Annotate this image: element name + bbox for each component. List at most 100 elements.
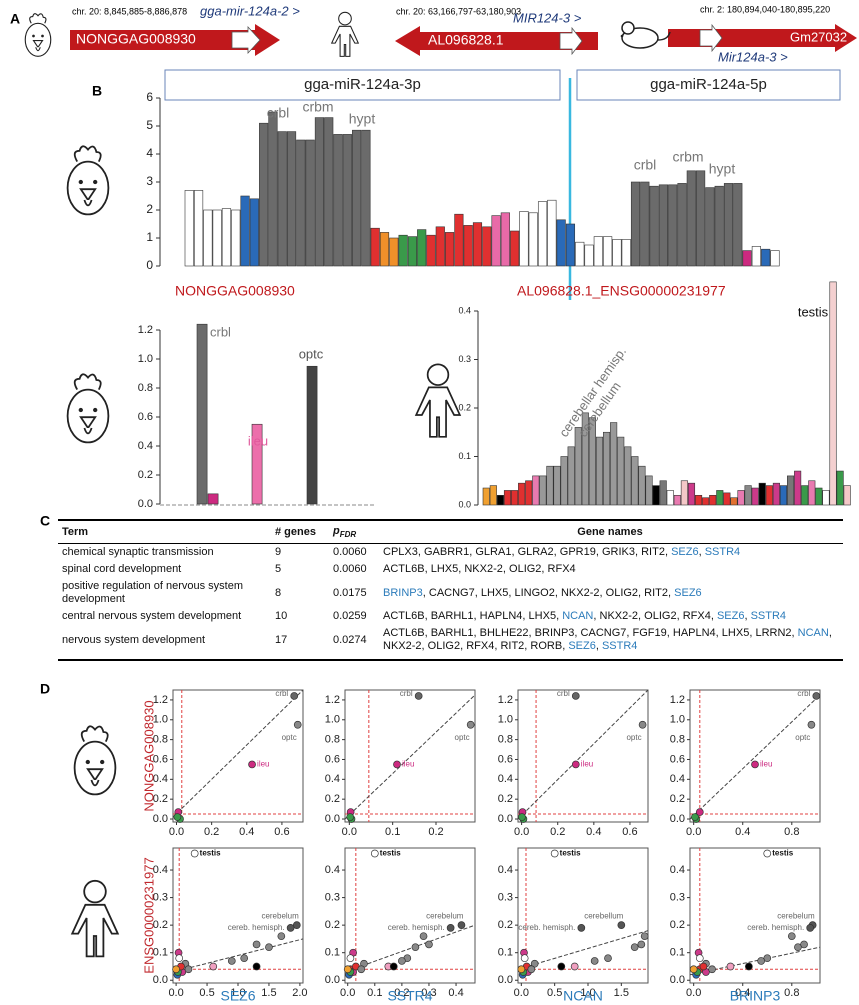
- x-tick-label: 0.1: [367, 987, 382, 999]
- table-row: central nervous system development100.02…: [58, 608, 843, 625]
- y-tick-label: 0.0: [138, 498, 153, 510]
- icon-part: [93, 180, 97, 184]
- bar: [678, 183, 687, 266]
- bar: [745, 486, 752, 505]
- gene: LRRN2: [755, 627, 797, 639]
- annotation: hypt: [349, 111, 376, 127]
- annotation: crbl: [634, 157, 657, 173]
- y-tick-label: 0.2: [670, 793, 685, 805]
- bar: [706, 188, 715, 266]
- term-cell: central nervous system development: [58, 608, 271, 625]
- bar: [759, 483, 766, 505]
- bar: [490, 486, 497, 505]
- genes-cell: ACTL6BBARHL1HAPLN4LHX5NCANNKX2-2OLIG2RFX…: [377, 608, 843, 625]
- point-label: crbl: [557, 689, 570, 698]
- gene: CPLX3: [383, 546, 424, 558]
- point: [174, 814, 181, 821]
- x-tick-label: 0.0: [168, 987, 183, 999]
- pfdr-cell: 0.0060: [329, 561, 377, 578]
- y-tick-label: 0.8: [498, 734, 513, 746]
- gene: NKX2-2: [464, 563, 509, 575]
- header-cell: Gene names: [377, 520, 843, 544]
- bar: [501, 213, 510, 266]
- point: [210, 963, 217, 970]
- point: [709, 966, 716, 973]
- gene-coords: chr. 20: 63,166,797-63,180,903: [396, 6, 521, 16]
- annotation: testis: [798, 304, 829, 319]
- table-row: positive regulation of nervous system de…: [58, 578, 843, 608]
- bar: [380, 232, 389, 266]
- x-axis-label: SSTR4: [387, 988, 432, 1004]
- bar: [610, 423, 617, 505]
- gene: NCAN: [562, 610, 599, 622]
- icon-part: [68, 390, 109, 443]
- point: [813, 692, 820, 699]
- gene: SEZ6: [717, 610, 751, 622]
- annotation: optc: [299, 346, 324, 361]
- x-tick-label: 0.6: [274, 826, 289, 838]
- gene: RFX4: [548, 563, 576, 575]
- y-tick-label: 0.4: [458, 305, 471, 315]
- gene: GLRA2: [518, 546, 560, 558]
- y-tick-label: 1.2: [138, 324, 153, 336]
- icon-part: [86, 760, 90, 764]
- point-label: ileu: [257, 760, 269, 769]
- bar: [518, 483, 525, 505]
- mouse-icon: [621, 22, 670, 48]
- y-tick-label: 0.3: [670, 891, 685, 903]
- point: [571, 963, 578, 970]
- icon-part: [339, 12, 352, 25]
- bar: [752, 246, 761, 266]
- bar: [464, 225, 473, 266]
- bar: [667, 490, 674, 505]
- panel-label: A: [10, 11, 20, 27]
- point: [447, 924, 454, 931]
- bar: [554, 466, 561, 505]
- point: [265, 944, 272, 951]
- bar: [259, 123, 268, 266]
- bar: [492, 216, 501, 266]
- point: [458, 922, 465, 929]
- group-label: gga-miR-124a-5p: [650, 76, 767, 93]
- point: [173, 966, 180, 973]
- gene: SSTR4: [602, 640, 637, 652]
- point-label: crbl: [797, 689, 810, 698]
- figure: A B C D chr. 20: 8,845,885-8,886,878 gga…: [0, 0, 859, 1005]
- gene: BARHL1: [431, 610, 480, 622]
- y-tick-label: 1.2: [325, 694, 340, 706]
- bar: [315, 118, 324, 266]
- gene: BARHL1: [431, 627, 480, 639]
- point: [578, 924, 585, 931]
- point: [605, 955, 612, 962]
- icon-part: [93, 408, 97, 412]
- mirna-label: MIR124-3 >: [513, 10, 582, 25]
- gene: OLIG2: [606, 587, 645, 599]
- y-tick-label: 3: [146, 174, 153, 188]
- point-label: testis: [380, 849, 401, 858]
- point: [572, 761, 579, 768]
- bar: [715, 186, 724, 266]
- x-tick-label: 0.0: [169, 826, 184, 838]
- point: [808, 721, 815, 728]
- header-text: p: [333, 525, 340, 537]
- y-tick-label: 0.2: [670, 919, 685, 931]
- point-label: cereb. hemisph.: [747, 923, 804, 932]
- y-tick-label: 0.4: [670, 773, 685, 785]
- icon-part: [41, 35, 44, 38]
- y-tick-label: 0.3: [458, 354, 471, 364]
- y-tick-label: 5: [146, 118, 153, 132]
- genes-cell: ACTL6BLHX5NKX2-2OLIG2RFX4: [377, 561, 843, 578]
- point: [420, 933, 427, 940]
- point: [758, 957, 765, 964]
- bar: [436, 227, 445, 266]
- y-tick-label: 0.3: [498, 891, 513, 903]
- chicken-icon: [68, 146, 109, 214]
- bar: [659, 185, 668, 266]
- y-tick-label: 0.1: [325, 947, 340, 959]
- gene: LINGO2: [515, 587, 561, 599]
- bar: [617, 437, 624, 505]
- y-tick-label: 0.2: [458, 402, 471, 412]
- bar: [688, 483, 695, 505]
- bar: [646, 476, 653, 505]
- gene: OLIG2: [509, 563, 548, 575]
